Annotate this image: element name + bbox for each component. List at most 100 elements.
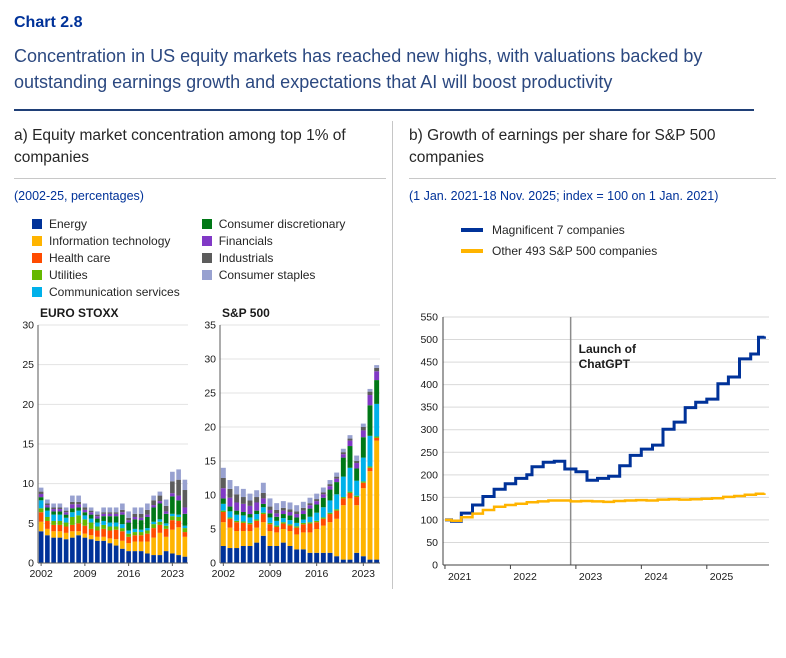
y-tick-label: 450 <box>420 357 438 369</box>
legend-item: Information technology <box>32 232 180 249</box>
y-tick-label: 25 <box>22 360 34 372</box>
y-tick-label: 20 <box>204 422 216 434</box>
x-tick-label: 2002 <box>212 568 236 580</box>
y-tick-label: 0 <box>210 558 216 570</box>
x-tick-label: 2022 <box>513 571 537 583</box>
x-tick-label: 2023 <box>579 571 603 583</box>
y-tick-label: 0 <box>432 560 438 572</box>
y-tick-label: 20 <box>22 399 34 411</box>
y-tick-label: 250 <box>420 447 438 459</box>
legend-color-swatch <box>32 269 42 280</box>
legend-item: Health care <box>32 249 180 266</box>
x-tick-label: 2009 <box>73 568 97 580</box>
euro-stoxx-chart: 0 5 10 15 20 25 30 EURO STOXX 2002 2009 2016 2023 <box>22 306 188 580</box>
y-tick-label: 15 <box>22 439 34 451</box>
y-tick-label: 100 <box>420 515 438 527</box>
chart-number: Chart 2.8 <box>14 14 83 31</box>
y-tick-label: 0 <box>28 558 34 570</box>
x-tick-label: 2023 <box>352 568 376 580</box>
x-tick-label: 2002 <box>29 568 53 580</box>
legend-color-swatch <box>201 252 212 263</box>
y-tick-label: 550 <box>420 312 438 324</box>
legend-item: Consumer staples <box>201 266 346 283</box>
sp500-chart: 0 5 10 15 20 25 30 35 S&P 500 2002 2009 2016 2023 <box>204 306 380 580</box>
eps-growth-chart: 0 50 100 150 200 250 300 350 400 450 500 550 2021 202… <box>420 312 769 583</box>
y-tick-label: 500 <box>420 335 438 347</box>
legend-label: Industrials <box>218 250 274 265</box>
legend-label: Information technology <box>49 233 171 248</box>
legend-item: Consumer discretionary <box>201 215 346 232</box>
y-tick-label: 5 <box>28 518 34 530</box>
legend-label: Health care <box>49 250 111 265</box>
y-tick-label: 10 <box>22 479 34 491</box>
chart-title: EURO STOXX <box>40 306 118 320</box>
vertical-divider <box>392 121 393 590</box>
y-tick-label: 200 <box>420 470 438 482</box>
sector-legend: Energy Information technology Health care U… <box>32 215 386 300</box>
legend-color-swatch <box>32 252 42 263</box>
panel-a-legend: Energy Information technology Health care U… <box>14 207 386 305</box>
panels-container: a) Equity market concentration among top… <box>14 121 776 590</box>
panel-a-divider <box>14 178 386 180</box>
y-tick-label: 50 <box>426 537 438 549</box>
title-divider <box>14 109 754 112</box>
legend-item: Other 493 S&P 500 companies <box>461 244 776 258</box>
legend-label: Other 493 S&P 500 companies <box>492 244 658 259</box>
y-tick-label: 35 <box>204 320 216 332</box>
annotation-text: ChatGPT <box>579 358 631 372</box>
x-tick-label: 2024 <box>644 571 668 583</box>
x-tick-label: 2016 <box>305 568 329 580</box>
series-line <box>445 493 766 523</box>
series-line <box>445 336 766 524</box>
x-tick-label: 2021 <box>448 571 472 583</box>
stacked-bars <box>38 469 188 564</box>
annotation-text: Launch of <box>579 343 637 357</box>
stacked-bars <box>220 365 380 564</box>
legend-item: Communication services <box>32 283 180 300</box>
series-legend: Magnificent 7 companies Other 493 S&P 500… <box>461 223 776 258</box>
legend-color-swatch <box>32 235 42 246</box>
panel-a-subtitle: (2002-25, percentages) <box>14 189 144 204</box>
report-chart-figure: Chart 2.8 Concentration in US equity mar… <box>14 14 776 590</box>
y-tick-label: 150 <box>420 492 438 504</box>
x-tick-label: 2009 <box>258 568 282 580</box>
legend-line-swatch <box>461 228 483 233</box>
legend-color-swatch <box>201 235 212 246</box>
legend-color-swatch <box>32 218 42 229</box>
y-tick-label: 5 <box>210 524 216 536</box>
panel-b-divider <box>409 178 776 180</box>
legend-item: Utilities <box>32 266 180 283</box>
bar-charts-row: 0 5 10 15 20 25 30 EURO STOXX 2002 2009 2016 2023 0… <box>14 305 386 587</box>
legend-color-swatch <box>201 218 212 229</box>
panel-b-title: b) Growth of earnings per share for S&P … <box>409 127 716 166</box>
chart-headline: Concentration in US equity markets has r… <box>14 46 703 92</box>
legend-label: Communication services <box>49 284 180 299</box>
y-tick-label: 25 <box>204 388 216 400</box>
panel-b-subtitle: (1 Jan. 2021-18 Nov. 2025; index = 100 o… <box>409 189 719 204</box>
legend-label: Financials <box>218 233 273 248</box>
legend-color-swatch <box>32 286 42 297</box>
y-tick-label: 400 <box>420 380 438 392</box>
y-tick-label: 30 <box>204 354 216 366</box>
y-tick-label: 300 <box>420 425 438 437</box>
legend-item: Financials <box>201 232 346 249</box>
legend-item: Industrials <box>201 249 346 266</box>
panel-a: a) Equity market concentration among top… <box>14 121 386 589</box>
legend-line-swatch <box>461 249 483 254</box>
legend-label: Energy <box>49 216 88 231</box>
y-tick-label: 350 <box>420 402 438 414</box>
panel-b-legend: Magnificent 7 companies Other 493 S&P 500… <box>409 207 776 305</box>
legend-color-swatch <box>201 269 212 280</box>
x-tick-label: 2023 <box>161 568 185 580</box>
chart-title: S&P 500 <box>222 306 270 320</box>
legend-item: Magnificent 7 companies <box>461 223 776 237</box>
panel-b: b) Growth of earnings per share for S&P … <box>399 121 776 589</box>
x-tick-label: 2016 <box>117 568 141 580</box>
x-tick-label: 2025 <box>710 571 734 583</box>
y-tick-label: 30 <box>22 320 34 332</box>
y-tick-label: 10 <box>204 490 216 502</box>
y-tick-label: 15 <box>204 456 216 468</box>
legend-label: Consumer discretionary <box>218 216 346 231</box>
legend-item: Energy <box>32 215 180 232</box>
legend-label: Consumer staples <box>218 267 316 282</box>
